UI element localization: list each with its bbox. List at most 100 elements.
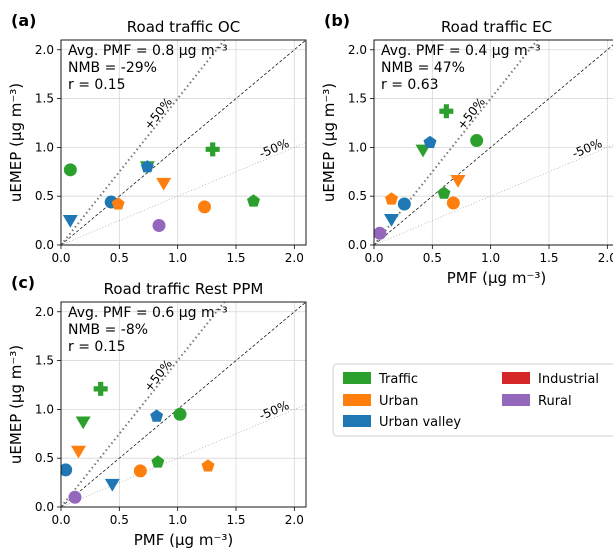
plot-frame (60, 301, 307, 508)
x-axis-label: PMF (μg m⁻³) (134, 531, 233, 549)
x-tick-label: 1.5 (226, 513, 245, 527)
legend-label: Urban (379, 394, 418, 409)
x-tick-label: 1.5 (226, 251, 245, 265)
plus-50-line (61, 40, 226, 245)
plot-frame (373, 39, 613, 246)
data-point-urban (156, 177, 172, 191)
reference-lines (374, 40, 613, 245)
data-point-traffic (75, 416, 91, 430)
y-axis-label: uEMEP (μg m⁻³) (7, 345, 25, 464)
chart-title: Road traffic EC (441, 18, 552, 36)
data-points (374, 104, 484, 240)
data-point-urban-valley (61, 463, 73, 477)
stats-annotation: r = 0.15 (68, 339, 126, 355)
data-point-urban-valley (150, 409, 164, 422)
minus-50-line (61, 142, 306, 245)
data-point-urban (385, 192, 398, 205)
plus-50-line (61, 302, 226, 507)
x-tick-label: 1.0 (168, 513, 187, 527)
y-tick-label: 1.0 (35, 140, 54, 154)
x-tick-label: 1.0 (481, 251, 500, 265)
y-tick-label: 1.0 (348, 140, 367, 154)
x-tick-label: 0.0 (364, 251, 383, 265)
chart-panel-1: +50% -50% 0.0 0.5 1.0 1.5 2.0 0.0 0.5 1.0 1.5 2.0 Ro… (7, 11, 307, 265)
data-point-urban-valley (384, 213, 399, 227)
data-point-traffic (470, 134, 484, 148)
y-tick-label: 1.0 (35, 402, 54, 416)
panel-label: (c) (11, 273, 35, 292)
data-point-traffic (437, 186, 451, 199)
stats-annotation: r = 0.63 (381, 77, 439, 93)
chart-title: Road traffic Rest PPM (104, 280, 264, 298)
data-point-urban-valley (104, 478, 120, 492)
stats-annotation: Avg. PMF = 0.8 μg m⁻³ (68, 43, 228, 59)
y-tick-label: 1.5 (35, 354, 54, 368)
x-tick-label: 2.0 (285, 513, 304, 527)
data-point-urban (71, 445, 86, 459)
reference-lines (61, 302, 306, 507)
data-point-urban (450, 174, 466, 188)
data-point-urban-valley (397, 197, 411, 211)
data-point-urban-valley (423, 135, 437, 148)
data-point-rural (152, 218, 166, 232)
data-points (62, 142, 260, 232)
minus-50-label: -50% (257, 398, 291, 423)
legend-label: Traffic (378, 372, 418, 387)
data-point-traffic (173, 407, 187, 421)
x-tick-label: 2.0 (285, 251, 304, 265)
minus-50-label: -50% (257, 136, 291, 161)
stats-annotation: NMB = -29% (68, 60, 157, 76)
legend-swatch (343, 394, 371, 406)
legend-swatch (343, 415, 371, 427)
y-tick-label: 2.0 (35, 43, 54, 57)
data-point-traffic (439, 104, 454, 119)
plus-50-label: +50% (141, 95, 175, 132)
y-axis-label: uEMEP (μg m⁻³) (7, 83, 25, 202)
legend-label: Urban valley (379, 415, 461, 430)
legend-swatch (502, 372, 530, 384)
y-tick-label: 1.5 (348, 92, 367, 106)
plus-50-label: +50% (141, 357, 175, 394)
y-tick-label: 0.0 (35, 238, 54, 252)
data-point-urban (133, 464, 147, 478)
data-point-urban-valley (140, 160, 154, 173)
legend-label: Rural (538, 394, 572, 409)
x-tick-label: 1.0 (168, 251, 187, 265)
plot-frame (60, 39, 307, 246)
minus-50-label: -50% (570, 136, 604, 161)
x-tick-label: 0.5 (110, 251, 129, 265)
stats-annotation: NMB = -8% (68, 322, 148, 338)
x-tick-label: 0.5 (423, 251, 442, 265)
data-point-traffic (93, 381, 108, 396)
one-to-one-line (61, 302, 306, 507)
minus-50-line (374, 144, 613, 245)
data-points (61, 381, 215, 504)
stats-annotation: NMB = 47% (381, 60, 465, 76)
panel-label: (b) (324, 11, 350, 30)
data-point-urban (201, 459, 215, 472)
legend-swatch (343, 372, 371, 384)
reference-lines (61, 40, 306, 245)
plus-50-line (374, 40, 539, 245)
x-tick-label: 1.5 (539, 251, 558, 265)
legend-label: Industrial (538, 372, 599, 387)
x-tick-label: 0.0 (51, 513, 70, 527)
y-axis-label: uEMEP (μg m⁻³) (320, 83, 338, 202)
legend: Traffic Urban Urban valley Industrial Rural (332, 363, 613, 437)
stats-annotation: Avg. PMF = 0.4 μg m⁻³ (381, 43, 541, 59)
data-point-traffic (247, 194, 260, 207)
x-tick-label: 0.0 (51, 251, 70, 265)
y-tick-label: 0.0 (35, 500, 54, 514)
data-point-urban (198, 200, 211, 214)
minus-50-line (61, 404, 306, 507)
x-tick-label: 2.0 (598, 251, 613, 265)
y-tick-label: 0.0 (348, 238, 367, 252)
data-point-urban-valley (62, 214, 78, 228)
one-to-one-line (374, 44, 613, 245)
y-tick-label: 2.0 (35, 305, 54, 319)
data-point-urban (111, 197, 125, 210)
data-point-traffic (63, 163, 77, 177)
data-point-traffic (151, 455, 165, 468)
y-tick-label: 1.5 (35, 92, 54, 106)
stats-annotation: r = 0.15 (68, 77, 126, 93)
